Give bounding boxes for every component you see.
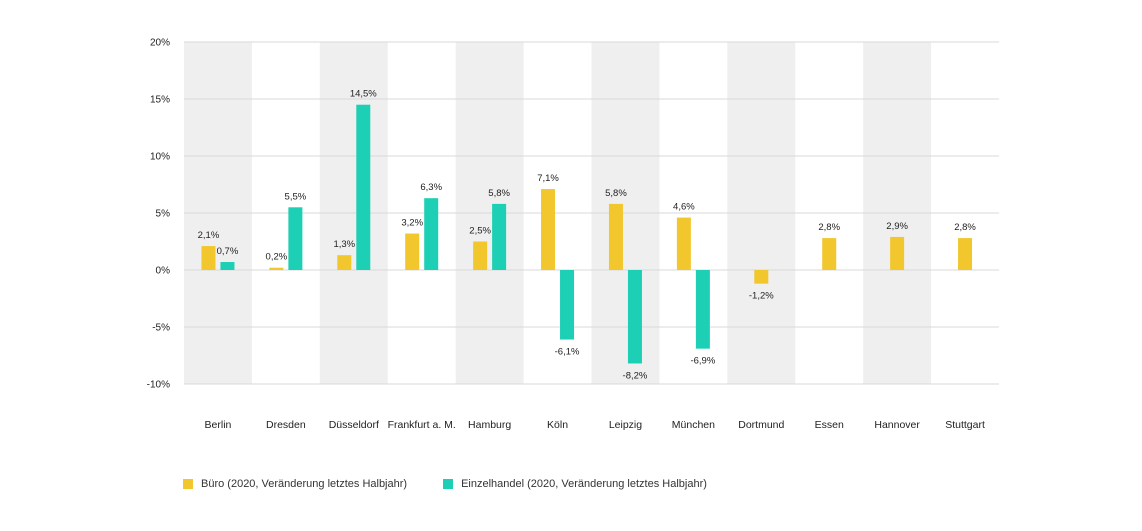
data-label: 3,2% bbox=[401, 218, 423, 229]
data-label: 2,8% bbox=[818, 222, 840, 233]
x-tick-label: Hamburg bbox=[468, 419, 511, 431]
data-label: -6,9% bbox=[690, 356, 715, 367]
legend-swatch-einzelhandel bbox=[443, 479, 454, 489]
bar-buero-0 bbox=[201, 246, 216, 270]
bar-einzelhandel-6 bbox=[627, 270, 642, 364]
bar-buero-5 bbox=[541, 189, 556, 270]
data-label: 0,7% bbox=[217, 246, 239, 257]
bar-buero-9 bbox=[822, 238, 837, 270]
data-label: -6,1% bbox=[555, 347, 580, 358]
bar-einzelhandel-3 bbox=[424, 198, 439, 270]
data-label: 14,5% bbox=[350, 89, 377, 100]
bar-buero-8 bbox=[754, 270, 769, 284]
y-tick-label: 20% bbox=[150, 38, 170, 49]
data-label: 5,8% bbox=[605, 188, 627, 199]
x-tick-label: Berlin bbox=[205, 419, 232, 431]
x-tick-label: München bbox=[672, 419, 715, 431]
grid-lines bbox=[184, 41, 999, 385]
bar-einzelhandel-7 bbox=[695, 270, 710, 349]
bar-einzelhandel-2 bbox=[356, 104, 371, 270]
bar-buero-10 bbox=[890, 236, 905, 270]
bar-buero-1 bbox=[269, 267, 284, 270]
data-label: -1,2% bbox=[749, 291, 774, 302]
bar-buero-7 bbox=[676, 217, 691, 270]
x-tick-label: Leipzig bbox=[609, 419, 642, 431]
bar-einzelhandel-4 bbox=[492, 203, 507, 270]
legend-swatch-buero bbox=[183, 479, 193, 489]
data-label: 2,8% bbox=[954, 222, 976, 233]
data-label: 6,3% bbox=[420, 182, 442, 193]
bar-buero-2 bbox=[337, 255, 352, 270]
bars bbox=[201, 104, 973, 364]
bar-einzelhandel-1 bbox=[288, 207, 303, 270]
legend-item-einzelhandel[interactable]: Einzelhandel (2020, Veränderung letztes … bbox=[443, 478, 707, 490]
y-tick-label: -5% bbox=[152, 323, 170, 334]
bar-buero-3 bbox=[405, 233, 420, 270]
y-tick-label: 15% bbox=[150, 95, 170, 106]
x-tick-label: Köln bbox=[547, 419, 568, 431]
bar-buero-11 bbox=[958, 238, 973, 270]
legend-label-einzelhandel: Einzelhandel (2020, Veränderung letztes … bbox=[461, 478, 707, 490]
y-tick-label: -10% bbox=[147, 380, 170, 391]
bar-buero-4 bbox=[473, 241, 488, 270]
data-label: 2,5% bbox=[469, 226, 491, 237]
x-tick-label: Essen bbox=[815, 419, 844, 431]
y-tick-label: 10% bbox=[150, 152, 170, 163]
bar-einzelhandel-0 bbox=[220, 262, 235, 270]
bar-einzelhandel-5 bbox=[560, 270, 575, 340]
data-label: 2,1% bbox=[198, 230, 220, 241]
x-tick-label: Stuttgart bbox=[945, 419, 985, 431]
x-axis: Berlin Dresden Düsseldorf Frankfurt a. M. Ha… bbox=[205, 419, 985, 431]
data-label: -8,2% bbox=[623, 370, 648, 381]
legend: Büro (2020, Veränderung letztes Halbjahr… bbox=[183, 478, 707, 490]
data-label: 1,3% bbox=[333, 239, 355, 250]
x-tick-label: Frankfurt a. M. bbox=[388, 419, 456, 431]
data-label: 2,9% bbox=[886, 221, 908, 232]
y-axis: 20% 15% 10% 5% 0% -5% -10% bbox=[147, 38, 170, 391]
bar-buero-6 bbox=[608, 203, 623, 270]
y-tick-label: 5% bbox=[156, 209, 171, 220]
legend-label-buero: Büro (2020, Veränderung letztes Halbjahr… bbox=[201, 478, 408, 490]
data-label: 5,5% bbox=[285, 191, 307, 202]
data-label: 4,6% bbox=[673, 202, 695, 213]
legend-item-buero[interactable]: Büro (2020, Veränderung letztes Halbjahr… bbox=[183, 478, 407, 490]
data-label: 5,8% bbox=[488, 188, 510, 199]
data-labels: 2,1% 0,7% 0,2% 5,5% 1,3% 14,5% 3,2% 6,3% 2,5% 5,8… bbox=[198, 89, 977, 382]
x-tick-label: Dortmund bbox=[738, 419, 784, 431]
x-tick-label: Dresden bbox=[266, 419, 306, 431]
data-label: 7,1% bbox=[537, 173, 559, 184]
x-tick-label: Düsseldorf bbox=[329, 419, 379, 431]
x-tick-label: Hannover bbox=[874, 419, 920, 431]
data-label: 0,2% bbox=[266, 252, 288, 263]
y-tick-label: 0% bbox=[156, 266, 171, 277]
